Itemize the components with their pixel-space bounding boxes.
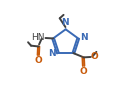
Text: O: O — [91, 52, 99, 61]
Text: O: O — [34, 56, 42, 65]
Text: N: N — [80, 33, 88, 42]
Text: O: O — [80, 67, 87, 76]
Text: N: N — [48, 49, 56, 58]
Text: N: N — [61, 18, 69, 27]
Text: HN: HN — [31, 33, 45, 42]
